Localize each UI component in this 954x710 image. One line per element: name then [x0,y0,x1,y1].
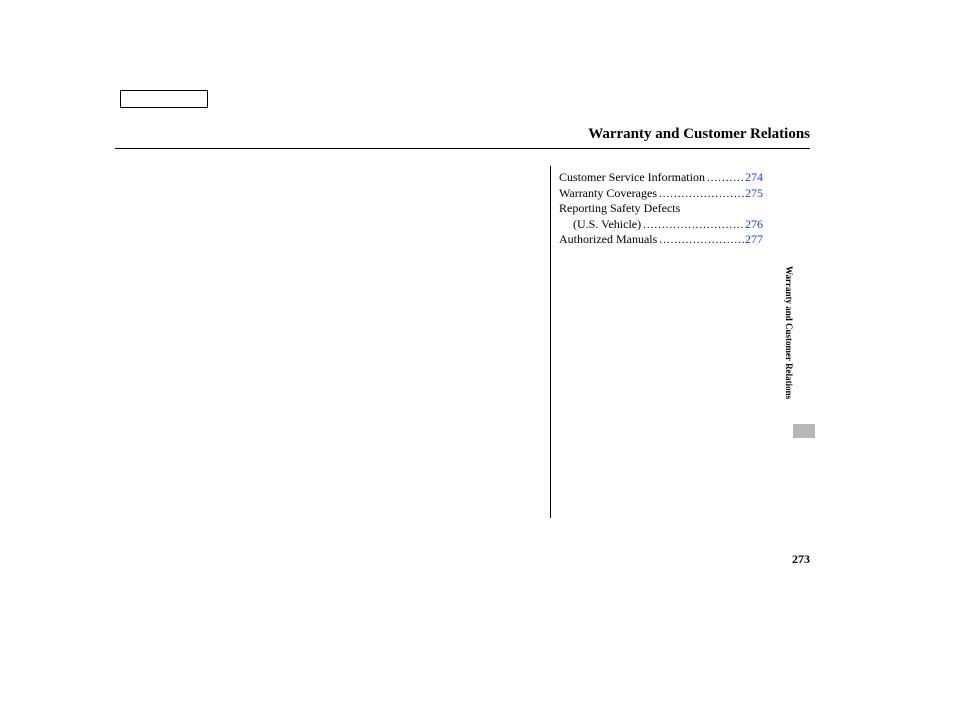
toc-page-link[interactable]: 276 [745,217,763,233]
table-of-contents: Customer Service Information 274 Warrant… [559,170,763,248]
page-number: 273 [792,552,810,567]
toc-entry: Customer Service Information 274 [559,170,763,186]
toc-entry: Warranty Coverages 275 [559,186,763,202]
toc-leader-dots [657,187,745,201]
toc-page-link[interactable]: 275 [745,186,763,202]
section-title: Warranty and Customer Relations [588,126,810,143]
toc-leader-dots [641,218,745,232]
toc-label: (U.S. Vehicle) [573,217,641,233]
column-divider [550,166,551,518]
toc-entry-indent: (U.S. Vehicle) 276 [559,217,763,233]
toc-label: Customer Service Information [559,170,705,186]
toc-label: Authorized Manuals [559,232,657,248]
title-underline [115,148,810,149]
toc-entry: Authorized Manuals 277 [559,232,763,248]
toc-label: Reporting Safety Defects [559,201,680,217]
header-empty-box [120,90,208,108]
side-section-label: Warranty and Customer Relations [780,266,794,426]
side-thumb-tab [793,424,815,438]
toc-leader-dots [705,171,745,185]
toc-entry: Reporting Safety Defects [559,201,763,217]
toc-leader-dots [657,233,745,247]
toc-page-link[interactable]: 274 [745,170,763,186]
toc-page-link[interactable]: 277 [745,232,763,248]
manual-page: Warranty and Customer Relations Customer… [115,90,810,570]
toc-label: Warranty Coverages [559,186,657,202]
